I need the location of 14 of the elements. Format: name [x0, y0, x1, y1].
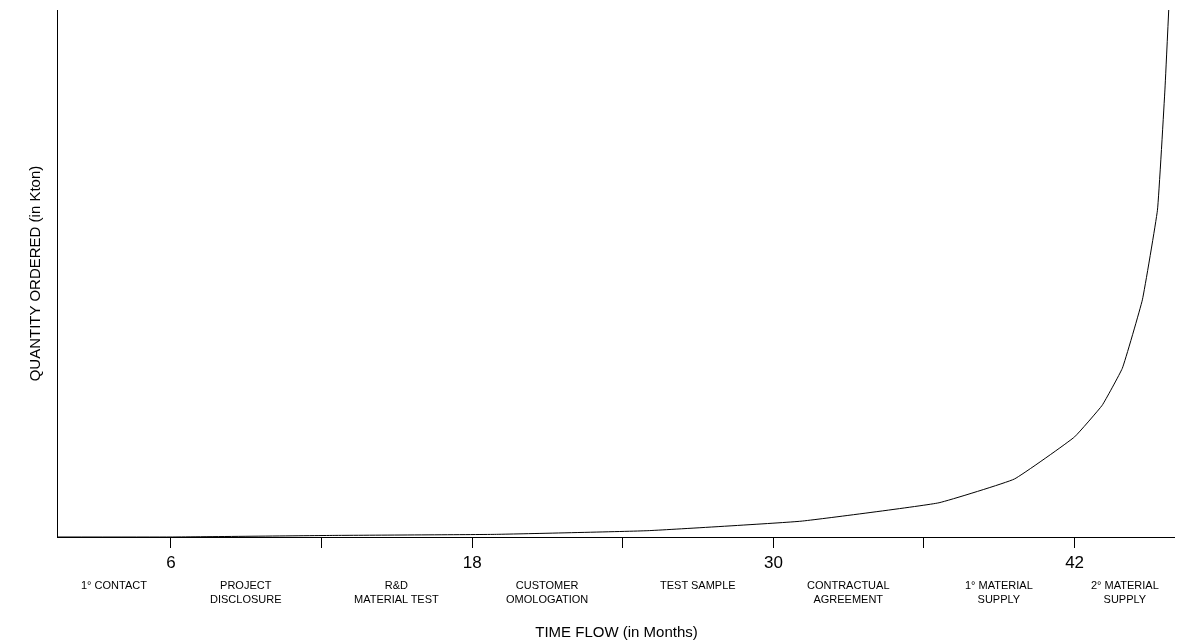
x-tick-label: 42	[1065, 553, 1085, 573]
text: 2° MATERIAL SUPPLY	[1091, 579, 1159, 606]
x-tick-label: 30	[763, 553, 783, 573]
text: 1° MATERIAL SUPPLY	[965, 579, 1033, 606]
x-tick-label: 6	[166, 553, 176, 573]
text: R&D MATERIAL TEST	[354, 579, 440, 606]
text: TEST SAMPLE	[660, 579, 736, 591]
x-tick-label: 18	[462, 553, 482, 573]
text: 1° CONTACT	[81, 579, 148, 591]
text: CUSTOMER OMOLOGATION	[506, 579, 589, 606]
y-axis-title: QUANTITY ORDERED (in Kton)	[26, 165, 44, 382]
x-axis-title: TIME FLOW (in Months)	[535, 623, 698, 641]
text: CONTRACTUAL AGREEMENT	[807, 579, 890, 606]
text: PROJECT DISCLOSURE	[210, 579, 282, 606]
